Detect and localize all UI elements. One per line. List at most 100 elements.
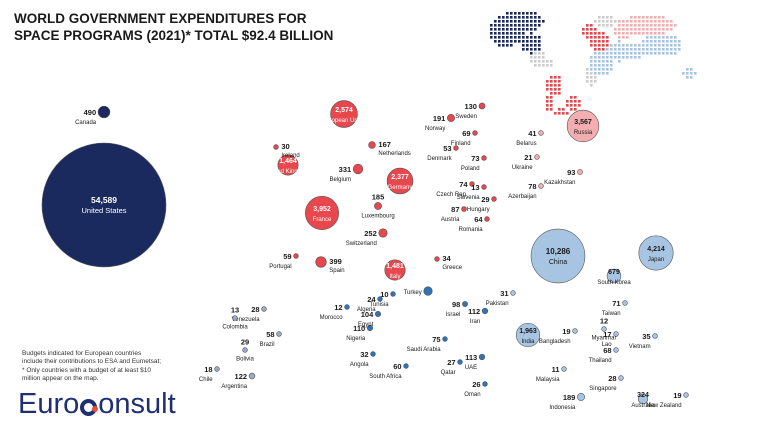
map-dot bbox=[574, 96, 577, 99]
map-dot bbox=[498, 24, 501, 27]
map-dot bbox=[622, 28, 625, 31]
map-dot bbox=[550, 64, 553, 67]
map-dot bbox=[566, 100, 569, 103]
value-label-spain: 399 bbox=[329, 257, 342, 266]
chart-title: WORLD GOVERNMENT EXPENDITURES FOR SPACE … bbox=[14, 10, 434, 44]
value-label-united-kingdom: 1,464 bbox=[279, 158, 297, 165]
bubble-malaysia: 11 Malaysia bbox=[536, 365, 567, 383]
bubble-mark-hungary bbox=[491, 196, 497, 202]
bubble-mark-netherlands bbox=[368, 141, 376, 149]
value-label-morocco: 12 bbox=[334, 303, 342, 312]
map-dot bbox=[622, 32, 625, 35]
map-dot bbox=[542, 64, 545, 67]
map-dot bbox=[518, 36, 521, 39]
bubble-greece: 34 Greece bbox=[434, 254, 463, 271]
map-dot bbox=[602, 36, 605, 39]
bubble-mark-germany bbox=[386, 167, 414, 195]
map-dot bbox=[610, 68, 613, 71]
map-dot bbox=[490, 28, 493, 31]
map-dot bbox=[522, 20, 525, 23]
bubble-mark-portugal bbox=[293, 253, 299, 259]
map-dot bbox=[550, 84, 553, 87]
map-dot bbox=[618, 40, 621, 43]
map-dot bbox=[634, 28, 637, 31]
map-dot bbox=[498, 44, 501, 47]
map-dot bbox=[634, 44, 637, 47]
map-dot bbox=[554, 80, 557, 83]
country-label-argentina: Argentina bbox=[221, 384, 247, 390]
map-dot bbox=[602, 64, 605, 67]
country-label-canada: Canada bbox=[75, 120, 97, 126]
bubble-mark-turkey bbox=[423, 286, 433, 296]
map-dot bbox=[574, 108, 577, 111]
bubble-mark-poland bbox=[481, 155, 487, 161]
value-label-canada: 490 bbox=[84, 108, 97, 117]
map-dot bbox=[538, 24, 541, 27]
map-dot bbox=[514, 28, 517, 31]
country-label-thailand: Thailand bbox=[589, 358, 612, 364]
map-dot bbox=[546, 84, 549, 87]
map-dot bbox=[686, 76, 689, 79]
map-dot bbox=[522, 32, 525, 35]
map-dot bbox=[638, 56, 641, 59]
map-dot bbox=[638, 48, 641, 51]
country-label-netherlands: Netherlands bbox=[378, 151, 410, 157]
value-label-denmark: 53 bbox=[443, 144, 451, 153]
map-dot bbox=[598, 20, 601, 23]
map-dot bbox=[518, 28, 521, 31]
map-dot bbox=[554, 84, 557, 87]
bubble-mark-romania bbox=[484, 216, 490, 222]
bubble-mark-kazakhstan bbox=[577, 169, 583, 175]
map-dot bbox=[658, 20, 661, 23]
map-dot bbox=[590, 28, 593, 31]
map-dot bbox=[618, 20, 621, 23]
value-label-ukraine: 21 bbox=[524, 153, 532, 162]
map-dot bbox=[526, 28, 529, 31]
map-dot bbox=[602, 16, 605, 19]
map-dot bbox=[546, 64, 549, 67]
bubble-mark-new-zealand bbox=[683, 392, 689, 398]
country-label-south-korea: South Korea bbox=[597, 280, 631, 286]
logo-c-icon bbox=[80, 399, 99, 416]
map-dot bbox=[530, 60, 533, 63]
map-dot bbox=[510, 16, 513, 19]
country-label-lao: Lao bbox=[602, 342, 613, 348]
map-dot bbox=[598, 36, 601, 39]
bubble-south-africa: 60 South Africa bbox=[369, 362, 409, 380]
map-dot bbox=[610, 60, 613, 63]
value-label-south-korea: 679 bbox=[608, 269, 620, 276]
map-dot bbox=[582, 32, 585, 35]
map-dot bbox=[506, 12, 509, 15]
map-dot bbox=[618, 56, 621, 59]
bubble-mark-venezuela bbox=[261, 306, 267, 312]
map-dot bbox=[538, 44, 541, 47]
map-dot bbox=[562, 108, 565, 111]
map-dot bbox=[594, 52, 597, 55]
value-label-india: 1,963 bbox=[519, 328, 537, 335]
map-dot bbox=[590, 56, 593, 59]
bubble-mark-egypt bbox=[374, 310, 382, 318]
map-dot bbox=[694, 72, 697, 75]
bubble-czech-rep-: 74 Czech Rep. bbox=[436, 180, 475, 198]
map-dot bbox=[534, 48, 537, 51]
bubble-kazakhstan: 93 Kazakhstan bbox=[544, 168, 583, 186]
bubble-denmark: 53 Denmark bbox=[427, 144, 459, 162]
country-label-belgium: Belgium bbox=[329, 177, 351, 183]
map-dot bbox=[570, 96, 573, 99]
bubble-vietnam: 35 Vietnam bbox=[629, 332, 658, 350]
bubble-canada: 490 Canada bbox=[75, 105, 111, 126]
map-dot bbox=[666, 28, 669, 31]
map-dot bbox=[526, 20, 529, 23]
map-dot bbox=[646, 44, 649, 47]
map-dot bbox=[634, 20, 637, 23]
country-label-bolivia: Bolivia bbox=[236, 356, 254, 362]
map-dot bbox=[534, 44, 537, 47]
map-dot bbox=[650, 36, 653, 39]
map-dot bbox=[610, 20, 613, 23]
bubble-poland: 73 Poland bbox=[461, 154, 487, 172]
country-label-portugal: Portugal bbox=[269, 264, 291, 270]
bubble-chile: 18 Chile bbox=[199, 365, 220, 383]
map-dot bbox=[550, 60, 553, 63]
map-dot bbox=[502, 40, 505, 43]
bubble-mark-india bbox=[515, 322, 541, 348]
